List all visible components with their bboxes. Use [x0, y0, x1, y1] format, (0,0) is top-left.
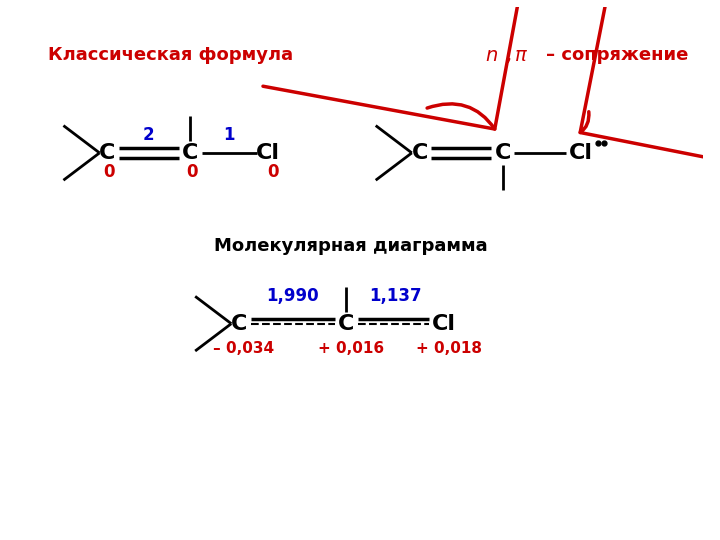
Text: Классическая формула: Классическая формула [48, 46, 293, 64]
Text: 0: 0 [186, 164, 198, 181]
Text: 0: 0 [268, 164, 279, 181]
Text: – сопряжение: – сопряжение [546, 46, 689, 64]
Text: $,\pi$: $,\pi$ [505, 46, 529, 65]
Text: + 0,018: + 0,018 [416, 341, 482, 355]
Text: + 0,016: + 0,016 [318, 341, 384, 355]
Text: 1: 1 [224, 126, 235, 144]
Text: 1,137: 1,137 [369, 287, 421, 305]
Text: Cl: Cl [432, 314, 456, 334]
Text: 0: 0 [104, 164, 115, 181]
Text: 2: 2 [143, 126, 154, 144]
Text: Молекулярная диаграмма: Молекулярная диаграмма [215, 237, 488, 254]
Text: – 0,034: – 0,034 [213, 341, 274, 355]
Text: C: C [338, 314, 355, 334]
Text: Cl: Cl [569, 143, 593, 163]
FancyArrowPatch shape [263, 0, 538, 129]
Text: C: C [495, 143, 510, 163]
Text: 1,990: 1,990 [266, 287, 319, 305]
Text: C: C [182, 143, 199, 163]
Text: Cl: Cl [256, 143, 280, 163]
Text: C: C [231, 314, 247, 334]
FancyArrowPatch shape [580, 0, 720, 178]
Text: $\it{n}$: $\it{n}$ [485, 46, 498, 65]
Text: C: C [99, 143, 115, 163]
Text: C: C [411, 143, 428, 163]
